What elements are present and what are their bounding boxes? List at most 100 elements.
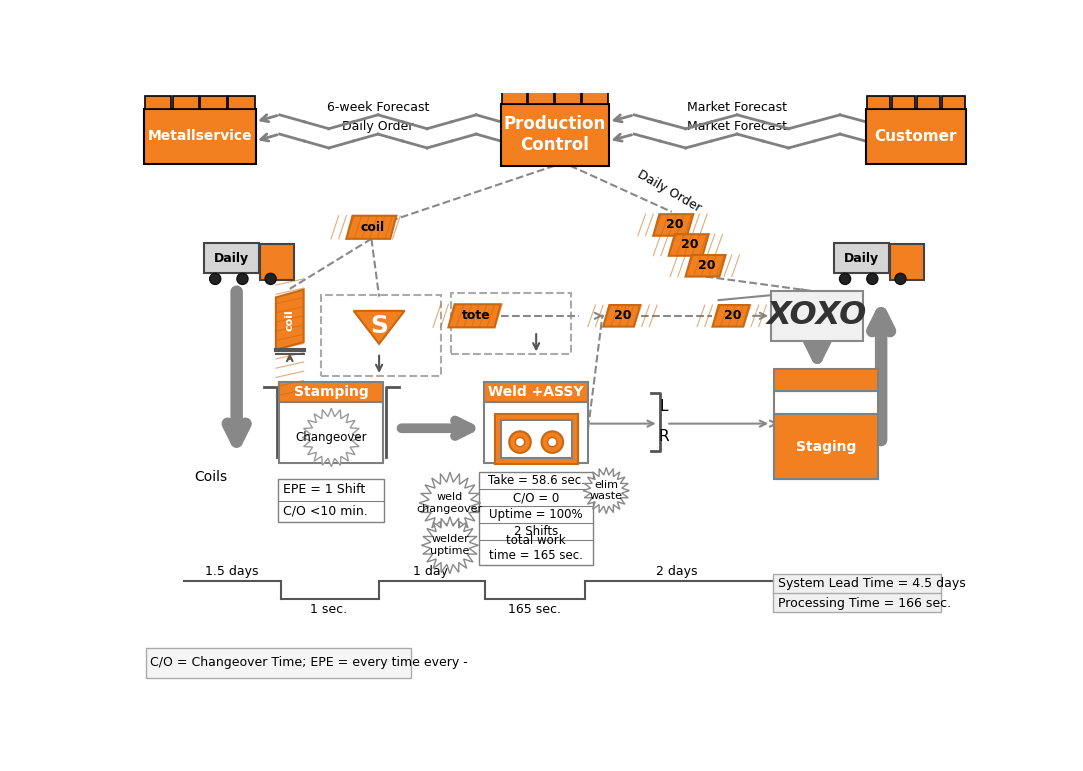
Polygon shape [419, 472, 481, 534]
Text: L: L [660, 399, 668, 414]
Circle shape [509, 431, 531, 453]
Polygon shape [713, 305, 749, 327]
Text: 6-week Forecast: 6-week Forecast [327, 101, 429, 114]
Text: tote: tote [461, 309, 491, 322]
Bar [583, 92, 608, 104]
Bar [452, 293, 571, 355]
Bar [865, 109, 966, 164]
Polygon shape [583, 467, 629, 513]
Text: Daily: Daily [844, 251, 879, 264]
Text: S: S [370, 314, 388, 338]
Text: R: R [658, 429, 669, 444]
Text: Weld +ASSY: Weld +ASSY [488, 385, 584, 399]
Text: elim
waste: elim waste [590, 480, 623, 501]
Circle shape [265, 273, 276, 284]
Circle shape [839, 273, 850, 284]
Text: Production
Control: Production Control [504, 116, 605, 154]
Polygon shape [668, 234, 708, 256]
Circle shape [866, 273, 878, 284]
Bar [278, 479, 384, 522]
Text: C/O = 0: C/O = 0 [513, 491, 559, 504]
Circle shape [516, 437, 524, 446]
Text: Coils: Coils [195, 470, 227, 484]
Text: 20: 20 [681, 238, 699, 251]
Bar [529, 92, 553, 104]
Bar [834, 244, 889, 273]
Text: Daily Order: Daily Order [342, 120, 414, 133]
Text: Changeover: Changeover [296, 431, 367, 444]
Bar [279, 382, 383, 402]
Bar [279, 402, 383, 463]
Bar [866, 96, 890, 109]
Polygon shape [276, 290, 303, 350]
Text: 1 sec.: 1 sec. [311, 603, 348, 616]
Text: coil: coil [285, 309, 295, 331]
Circle shape [542, 431, 563, 453]
Text: 1.5 days: 1.5 days [206, 564, 259, 577]
Bar [773, 369, 877, 390]
Bar [500, 104, 609, 166]
Bar [205, 244, 259, 273]
Text: EPE = 1 Shift: EPE = 1 Shift [283, 483, 365, 497]
Text: 165 sec.: 165 sec. [508, 603, 561, 616]
Bar [773, 413, 877, 479]
Text: Uptime = 100%: Uptime = 100% [490, 508, 583, 521]
Bar [771, 291, 863, 341]
Text: Daily Order: Daily Order [635, 167, 703, 214]
Circle shape [548, 437, 557, 446]
Text: 2 Shifts: 2 Shifts [514, 525, 559, 538]
Text: 20: 20 [723, 309, 741, 322]
Text: 20: 20 [614, 309, 632, 322]
Bar [500, 420, 572, 458]
Text: XOXO: XOXO [767, 301, 867, 332]
Text: 20: 20 [699, 259, 716, 272]
Bar [479, 472, 593, 564]
Bar [495, 414, 577, 464]
Polygon shape [686, 255, 726, 277]
Text: System Lead Time = 4.5 days: System Lead Time = 4.5 days [778, 577, 966, 590]
Polygon shape [603, 305, 640, 327]
Text: Shipping: Shipping [792, 393, 860, 408]
Bar [556, 92, 580, 104]
Bar [229, 96, 255, 109]
Bar [144, 109, 256, 164]
Text: Stamping: Stamping [293, 385, 368, 399]
Bar [260, 244, 293, 280]
Circle shape [895, 273, 906, 284]
Bar [146, 648, 412, 678]
Text: C/O = Changeover Time; EPE = every time every -: C/O = Changeover Time; EPE = every time … [151, 656, 468, 668]
Text: Daily: Daily [214, 251, 249, 264]
Bar [773, 390, 877, 479]
Polygon shape [347, 216, 396, 239]
Bar [501, 92, 527, 104]
Text: Customer: Customer [875, 129, 957, 144]
Text: coil: coil [361, 221, 384, 234]
Polygon shape [421, 517, 479, 574]
Text: Metallservice: Metallservice [147, 130, 252, 143]
Bar [484, 402, 588, 463]
Bar [890, 244, 924, 280]
Text: 2 days: 2 days [656, 564, 697, 577]
Bar [916, 96, 940, 109]
Text: 1 day: 1 day [414, 564, 448, 577]
Bar [484, 382, 588, 402]
Polygon shape [653, 214, 693, 236]
Circle shape [237, 273, 248, 284]
Bar [773, 574, 941, 612]
Polygon shape [302, 408, 361, 466]
Bar [200, 96, 226, 109]
Text: C/O <10 min.: C/O <10 min. [283, 505, 367, 518]
Text: weld
changeover: weld changeover [417, 492, 483, 513]
Text: Staging: Staging [796, 439, 856, 453]
Text: welder
uptime: welder uptime [430, 534, 470, 556]
Text: Processing Time = 166 sec.: Processing Time = 166 sec. [778, 597, 951, 610]
Text: Take = 58.6 sec.: Take = 58.6 sec. [487, 474, 585, 487]
Text: Market Forecast: Market Forecast [687, 101, 787, 114]
Bar [145, 96, 171, 109]
Polygon shape [354, 311, 405, 344]
Bar [172, 96, 199, 109]
Text: 20: 20 [666, 218, 683, 231]
Polygon shape [448, 305, 500, 328]
Text: total work
time = 165 sec.: total work time = 165 sec. [490, 534, 583, 562]
Bar [891, 96, 915, 109]
